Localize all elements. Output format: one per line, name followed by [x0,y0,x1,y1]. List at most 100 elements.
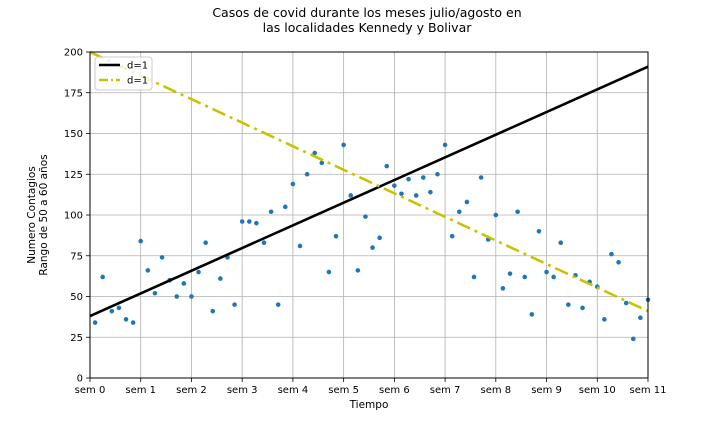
data-point [638,315,643,320]
data-point [181,281,187,286]
data-point [456,209,462,215]
y-axis-label-line-1: Numero Contagios [26,166,38,263]
legend-label: d=1 [127,76,148,87]
y-tick-label: 200 [64,48,83,59]
data-point [109,308,115,314]
data-point [384,163,390,169]
data-point [406,176,411,182]
data-point [254,220,259,226]
data-point [420,175,426,180]
x-tick-label: sem 2 [176,385,207,396]
fit-line-2 [89,50,649,313]
grid [89,51,649,379]
data-point [435,171,440,177]
data-point [471,274,477,280]
chart-title-line-1: Casos de covid durante los meses julio/a… [212,5,521,20]
y-tick-label: 125 [64,170,83,181]
x-axis-label: Tiempo [349,399,389,411]
data-point [189,294,194,299]
data-point [304,171,310,177]
chart-title: Casos de covid durante los meses julio/a… [212,5,521,35]
y-tick-label: 0 [77,374,83,385]
data-point [464,199,470,205]
data-point [566,302,571,307]
data-point [515,209,520,215]
y-tick-label: 150 [64,129,83,140]
legend: d=1d=1 [94,56,153,91]
chart-title-line-2: las localidades Kennedy y Bolivar [263,20,473,35]
data-point [232,302,237,307]
data-point [529,312,535,317]
plot-area [89,50,651,342]
x-tick-label: sem 8 [480,385,511,396]
data-point [319,160,325,166]
data-point [203,240,208,246]
data-point [580,305,585,311]
data-point [355,268,361,273]
x-tick-label: sem 3 [227,385,258,396]
data-point [174,294,180,299]
data-point [218,276,223,281]
x-tick-label: sem 6 [379,385,410,396]
data-point [297,243,303,249]
x-tick-label: sem 11 [629,385,666,396]
x-tick-label: sem 4 [278,385,309,396]
data-point [399,191,404,197]
data-point [507,271,513,276]
data-point [493,212,499,218]
fit-line-1 [89,65,649,318]
y-tick-label: 75 [70,251,83,262]
data-point [609,251,614,257]
data-point [239,219,245,224]
x-tick-label: sem 9 [531,385,562,396]
data-point [159,255,165,260]
data-point [138,238,144,244]
data-point [130,320,136,325]
y-tick-label: 100 [64,211,83,222]
data-point [442,142,448,148]
data-point [602,317,607,322]
data-point [333,233,339,239]
x-tick-label: sem 10 [579,385,616,396]
y-axis-ticks: 0 25 50 75 100 125 150 175 200 [64,48,90,385]
data-point [123,317,129,322]
data-point [246,219,252,224]
data-point [449,233,455,239]
data-point [551,274,556,280]
data-point [370,245,375,250]
data-point [268,209,274,215]
data-point [145,268,151,273]
data-point [616,259,621,265]
data-point [377,235,382,241]
data-point [392,183,397,188]
data-point [363,214,368,219]
data-point [92,320,98,325]
y-axis-label: Numero Contagios Rango de 50 a 60 años [26,154,50,275]
data-point [478,175,484,180]
x-tick-label: sem 7 [430,385,461,396]
data-point [623,300,629,306]
x-tick-label: sem 0 [75,385,106,396]
x-axis-ticks: sem 0 sem 1 sem 2 sem 3 sem 4 sem 5 sem 6 sem 7… [75,378,667,396]
y-axis-label-line-2: Rango de 50 a 60 años [38,154,50,275]
x-tick-label: sem 5 [328,385,359,396]
data-point [341,142,346,148]
data-point [500,286,506,291]
data-point [275,302,281,307]
data-point [630,336,636,342]
y-tick-label: 175 [64,88,83,99]
data-point [522,274,528,280]
data-point [536,229,542,234]
data-point [196,269,201,275]
y-tick-label: 50 [70,292,83,303]
data-point [283,204,288,210]
data-point [210,308,216,314]
data-point [413,193,419,198]
data-point [152,290,158,296]
x-tick-label: sem 1 [125,385,156,396]
data-point [558,240,564,246]
data-point [312,150,318,156]
data-point [100,274,105,280]
data-point [544,269,549,275]
